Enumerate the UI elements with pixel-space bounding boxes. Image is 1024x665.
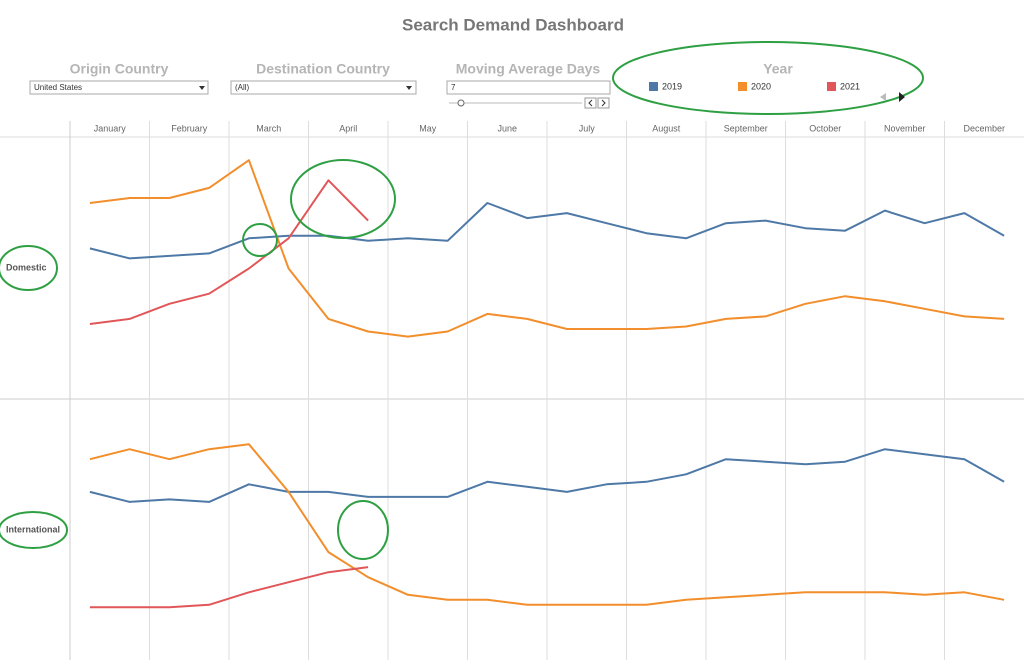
annotation-ellipse <box>0 511 68 549</box>
icon <box>880 93 886 101</box>
step-forward[interactable] <box>597 97 610 109</box>
annotation-ellipse <box>0 245 58 291</box>
series-line <box>89 159 1005 338</box>
x-tick-label: January <box>94 123 127 133</box>
dropdown[interactable] <box>29 80 209 95</box>
x-tick-label: November <box>884 123 926 133</box>
icon <box>601 99 606 107</box>
series-line <box>89 448 1005 503</box>
annotation-ellipse <box>242 223 278 257</box>
text-input[interactable] <box>446 80 611 95</box>
dropdown-value: United States <box>34 83 82 92</box>
annotation-ellipse <box>290 159 396 239</box>
annotation-ellipse <box>612 41 924 115</box>
annotation-ellipse <box>337 500 389 560</box>
x-tick-label: September <box>724 123 768 133</box>
row-label: Domestic <box>6 262 47 272</box>
x-tick-label: August <box>652 123 681 133</box>
dropdown-value: (All) <box>235 83 250 92</box>
x-tick-label: July <box>579 123 596 133</box>
dropdown[interactable] <box>230 80 417 95</box>
month-dividers: January February March April May June July Augu… <box>69 121 1005 660</box>
x-tick-label: December <box>963 123 1005 133</box>
plot: Domestic International <box>6 159 1005 609</box>
dropdown-arrow <box>199 86 205 90</box>
x-tick-label: May <box>419 123 437 133</box>
legend-swatch <box>827 82 836 91</box>
legend: 2019 2020 2021 <box>649 81 860 91</box>
filter-title: Destination Country <box>256 61 390 77</box>
x-tick-label: June <box>497 123 517 133</box>
series-line <box>89 443 1005 606</box>
row-label: International <box>6 524 60 534</box>
legend-label: 2020 <box>751 81 771 91</box>
legend-label: 2021 <box>840 81 860 91</box>
filter-title: Moving Average Days <box>456 61 601 77</box>
legend-label: 2019 <box>662 81 682 91</box>
dropdown-arrow <box>406 86 412 90</box>
series-line <box>89 566 369 609</box>
x-tick-label: February <box>171 123 208 133</box>
x-tick-label: March <box>256 123 281 133</box>
x-tick-label: October <box>809 123 841 133</box>
legend-swatch <box>649 82 658 91</box>
cursor <box>899 92 905 102</box>
dashboard-title: Search Demand Dashboard <box>402 15 624 34</box>
x-tick-label: April <box>339 123 357 133</box>
input-value: 7 <box>451 83 456 92</box>
filter-title: Origin Country <box>70 61 169 77</box>
icon <box>588 99 593 107</box>
slider-thumb[interactable] <box>457 99 465 107</box>
step-back[interactable] <box>584 97 597 109</box>
series-line <box>89 179 369 325</box>
legend-swatch <box>738 82 747 91</box>
legend-title: Year <box>763 61 793 77</box>
